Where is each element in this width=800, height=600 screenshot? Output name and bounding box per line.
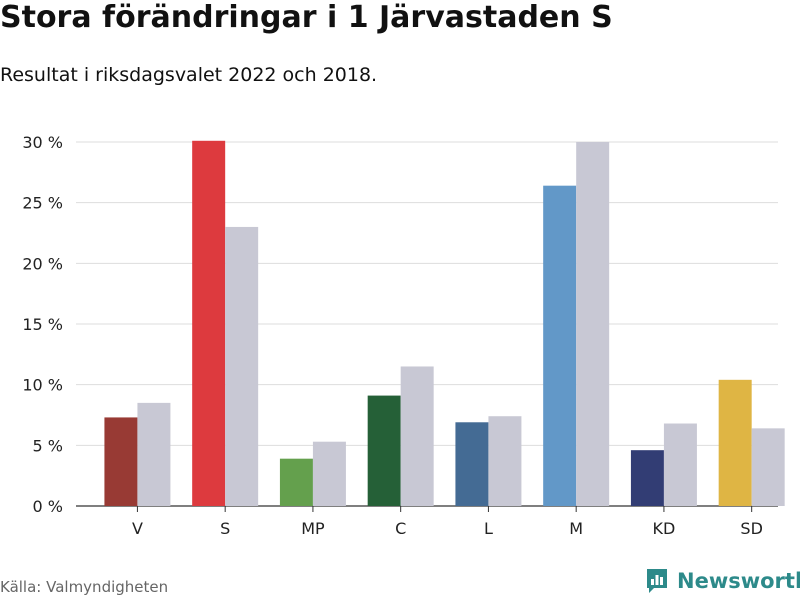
y-tick-label: 10 %: [22, 376, 63, 395]
source-note: Källa: Valmyndigheten: [0, 578, 169, 596]
bar-previous-l: [488, 416, 522, 506]
y-tick-label: 0 %: [33, 497, 63, 516]
bar-current-v: [104, 417, 138, 506]
y-tick-label: 25 %: [22, 194, 63, 213]
bar-current-kd: [630, 450, 664, 506]
bars: [104, 140, 785, 506]
x-tick-label-c: C: [395, 519, 406, 538]
x-axis-tick-labels: V S MP C L M KD SD: [132, 506, 763, 538]
bar-previous-kd: [663, 423, 697, 506]
chart-title: Stora förändringar i 1 Järvastaden S: [0, 0, 613, 35]
x-tick-label-l: L: [484, 519, 493, 538]
y-axis-tick-labels: 0 % 5 % 10 % 15 % 20 % 25 % 30 %: [22, 133, 63, 516]
bar-current-sd: [718, 379, 752, 506]
y-tick-label: 15 %: [22, 315, 63, 334]
newsworthy-logo-icon: [647, 569, 667, 593]
x-tick-label-v: V: [132, 519, 143, 538]
brand-name: Newsworthy: [677, 569, 800, 593]
chart-subtitle: Resultat i riksdagsvalet 2022 och 2018.: [0, 64, 378, 86]
bar-previous-sd: [751, 428, 785, 506]
y-tick-label: 30 %: [22, 133, 63, 152]
brand-logo[interactable]: Newsworthy: [645, 567, 800, 595]
bar-previous-c: [400, 366, 434, 506]
y-tick-label: 5 %: [33, 436, 63, 455]
bar-current-mp: [279, 458, 313, 506]
bar-previous-mp: [312, 441, 346, 506]
bar-current-l: [455, 422, 489, 506]
bar-previous-m: [576, 142, 610, 506]
bar-current-s: [192, 140, 226, 506]
bar-previous-v: [137, 402, 171, 506]
x-tick-label-kd: KD: [653, 519, 676, 538]
x-tick-label-mp: MP: [301, 519, 325, 538]
bar-current-c: [367, 395, 401, 506]
bar-current-m: [543, 185, 577, 506]
bar-previous-s: [225, 226, 259, 506]
x-tick-label-m: M: [569, 519, 583, 538]
x-tick-label-s: S: [220, 519, 230, 538]
y-tick-label: 20 %: [22, 254, 63, 273]
x-tick-label-sd: SD: [740, 519, 762, 538]
